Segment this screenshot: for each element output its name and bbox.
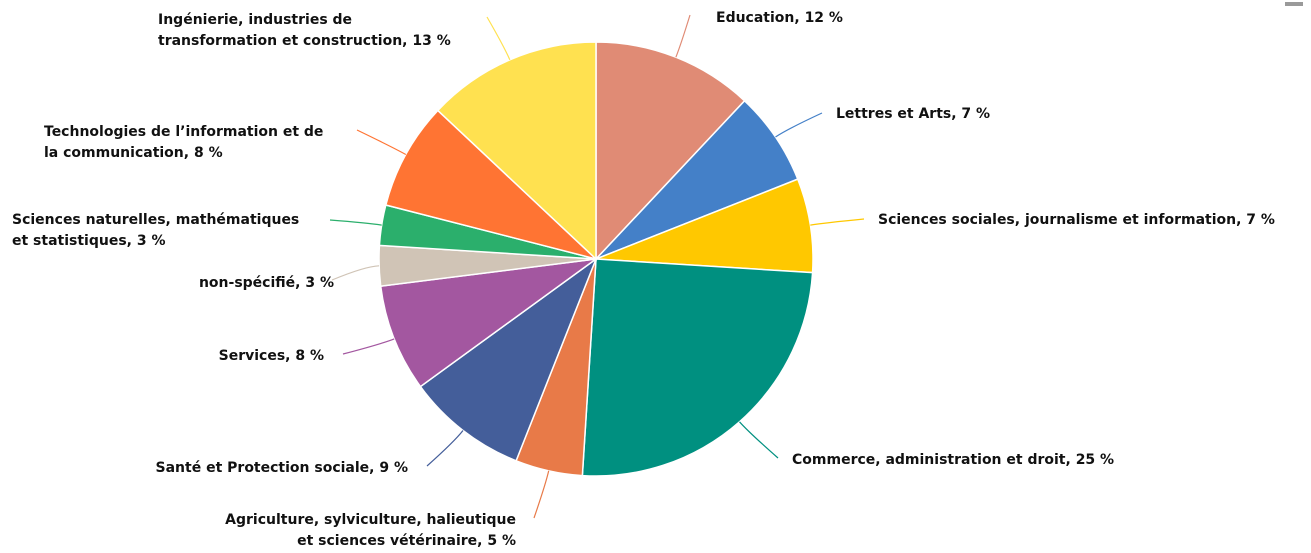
leader-line-agriculture bbox=[533, 470, 550, 519]
pie-slice-commerce[interactable] bbox=[581, 258, 814, 477]
slice-label-services: Services, 8 % bbox=[219, 348, 324, 364]
slice-label-lettres-arts: Lettres et Arts, 7 % bbox=[836, 106, 990, 122]
pie-slice-education[interactable] bbox=[595, 41, 746, 261]
leader-line-lettres-arts bbox=[775, 112, 823, 138]
slice-label-sante: Santé et Protection sociale, 9 % bbox=[156, 460, 408, 476]
slice-label-line: Services, 8 % bbox=[219, 348, 324, 364]
slice-label-line: Technologies de l’information et de bbox=[44, 124, 323, 140]
pie-slices bbox=[378, 41, 814, 477]
slice-label-line: Sciences sociales, journalisme et inform… bbox=[878, 212, 1275, 228]
slice-label-agriculture: Agriculture, sylviculture, halieutique et… bbox=[225, 512, 516, 549]
slice-label-line: la communication, 8 % bbox=[44, 145, 223, 161]
pie-slice-ingenierie[interactable] bbox=[436, 41, 597, 261]
slice-label-sciences-naturelles: Sciences naturelles, mathématiques et sta… bbox=[12, 212, 299, 249]
slice-label-non-specifie: non-spécifié, 3 % bbox=[199, 275, 334, 291]
leader-line-sciences-sociales bbox=[810, 218, 865, 226]
slice-label-line: Sciences naturelles, mathématiques bbox=[12, 212, 299, 228]
slice-label-tic: Technologies de l’information et de la co… bbox=[44, 124, 323, 161]
slice-label-education: Education, 12 % bbox=[716, 10, 843, 26]
leader-lines bbox=[329, 14, 865, 519]
slice-label-line: Agriculture, sylviculture, halieutique bbox=[225, 512, 516, 528]
slice-label-line: Santé et Protection sociale, 9 % bbox=[156, 460, 408, 476]
slice-label-line: et statistiques, 3 % bbox=[12, 233, 166, 249]
slice-labels: Education, 12 % Lettres et Arts, 7 % Scien… bbox=[12, 10, 1275, 549]
slice-label-line: Education, 12 % bbox=[716, 10, 843, 26]
slice-label-commerce: Commerce, administration et droit, 25 % bbox=[792, 452, 1114, 468]
slice-label-line: Ingénierie, industries de bbox=[158, 12, 352, 28]
slice-label-line: Lettres et Arts, 7 % bbox=[836, 106, 990, 122]
leader-line-services bbox=[342, 338, 395, 355]
slice-label-ingenierie: Ingénierie, industries de transformation … bbox=[158, 12, 451, 49]
leader-line-commerce bbox=[739, 421, 779, 459]
slice-label-line: transformation et construction, 13 % bbox=[158, 33, 451, 49]
leader-line-tic bbox=[356, 129, 407, 156]
pie-slice-tic[interactable] bbox=[384, 109, 597, 260]
minimize-icon[interactable] bbox=[1285, 2, 1303, 6]
slice-label-line: non-spécifié, 3 % bbox=[199, 275, 334, 291]
leader-line-non-specifie bbox=[331, 265, 380, 281]
leader-line-ingenierie bbox=[486, 16, 511, 61]
slice-label-sciences-sociales: Sciences sociales, journalisme et inform… bbox=[878, 212, 1275, 228]
leader-line-sante bbox=[426, 430, 464, 467]
leader-line-sciences-naturelles bbox=[329, 219, 382, 226]
pie-slice-sante[interactable] bbox=[419, 256, 598, 462]
pie-slice-services[interactable] bbox=[379, 258, 597, 388]
slice-label-line: Commerce, administration et droit, 25 % bbox=[792, 452, 1114, 468]
slice-label-line: et sciences vétérinaire, 5 % bbox=[297, 533, 516, 549]
leader-line-education bbox=[675, 14, 691, 58]
